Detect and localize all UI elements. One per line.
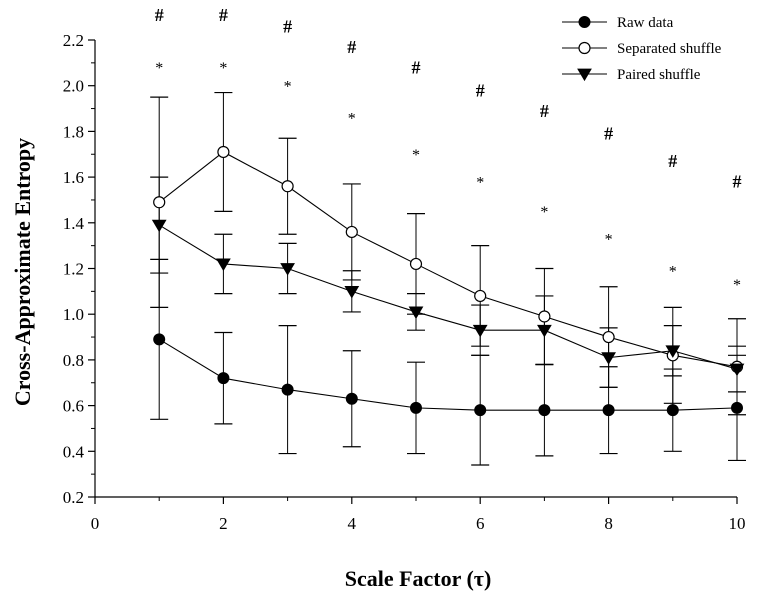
data-point-2 [216,258,231,272]
hash-annotation: # [219,5,228,25]
data-point-0 [217,372,230,385]
y-tick-label: 1.0 [63,305,84,324]
data-point-1 [409,257,423,271]
legend-marker-0 [578,16,591,28]
star-annotation: * [155,60,163,77]
data-point-1 [538,310,551,323]
data-point-0 [731,401,743,414]
data-point-2 [151,219,167,233]
series-markers [151,145,745,417]
data-point-2 [729,363,745,377]
star-annotation: * [219,60,227,77]
hash-annotation: # [604,124,613,144]
data-point-2 [601,352,616,365]
y-tick-label: 1.6 [63,168,84,187]
legend-label-2: Paired shuffle [617,67,701,83]
x-tick-label: 10 [729,514,746,533]
data-point-2 [344,285,360,299]
star-annotation: * [605,232,613,249]
data-point-0 [153,333,166,346]
data-point-1 [281,180,294,193]
legend-label-1: Separated shuffle [617,41,722,57]
star-annotation: * [669,264,677,281]
data-point-1 [345,225,358,239]
hash-annotation: # [668,151,677,171]
data-point-0 [345,392,358,405]
hash-annotation: # [540,101,549,121]
axes: 0.2 0.4 0.6 0.8 1.0 1.2 1.4 1.6 1.8 2.0 2.2 0 2 4 6 8 10 [63,31,746,533]
star-annotation: * [412,147,420,164]
data-point-1 [602,330,615,344]
series-line-1 [158,151,738,368]
x-tick-label: 6 [476,514,485,533]
y-tick-label: 2.0 [63,77,84,96]
y-tick-label: 1.2 [63,260,84,279]
star-annotation: * [476,174,484,191]
star-annotation: * [540,204,548,221]
legend-label-0: Raw data [617,15,674,31]
y-tick-label: 0.4 [63,442,85,461]
hash-annotation: # [283,16,292,36]
data-point-0 [602,404,615,417]
data-point-2 [537,324,552,338]
data-point-0 [666,404,679,417]
data-point-0 [281,383,294,396]
data-point-2 [280,263,295,276]
data-point-0 [410,401,422,414]
x-axis-title: Scale Factor (τ) [345,566,492,591]
y-tick-label: 1.4 [63,214,85,233]
x-tick-label: 8 [604,514,613,533]
y-axis-title: Cross-Approximate Entropy [10,138,35,406]
hash-annotation: # [155,5,164,25]
x-tick-label: 2 [219,514,228,533]
data-point-0 [538,404,551,417]
star-annotation: * [284,78,292,95]
data-point-1 [217,145,230,159]
y-tick-label: 0.8 [63,351,84,370]
hash-annotation: # [476,80,485,100]
star-annotation: * [348,110,356,127]
significance-annotations: # # # # # # # # # # * * * * * * * * * * [155,5,742,294]
series-lines [158,151,738,411]
x-tick-label: 4 [348,514,357,533]
data-point-0 [474,404,487,417]
x-tick-label: 0 [91,514,100,533]
y-tick-label: 2.2 [63,31,84,50]
series-line-0 [158,338,738,411]
series-line-2 [158,224,738,370]
y-tick-label: 0.2 [63,488,84,507]
data-point-2 [408,306,424,320]
legend-marker-2 [577,68,592,82]
star-annotation: * [733,277,741,294]
hash-annotation: # [733,172,742,192]
legend: Raw data Separated shuffle Paired shuffle [562,15,722,83]
data-point-2 [665,345,681,358]
data-point-2 [472,324,488,338]
hash-annotation: # [347,37,356,57]
legend-marker-1 [578,41,591,55]
error-bars [150,91,746,466]
data-point-1 [153,196,166,209]
hash-annotation: # [412,57,421,77]
y-tick-label: 0.6 [63,397,84,416]
y-tick-label: 1.8 [63,122,84,141]
data-point-1 [474,289,487,303]
